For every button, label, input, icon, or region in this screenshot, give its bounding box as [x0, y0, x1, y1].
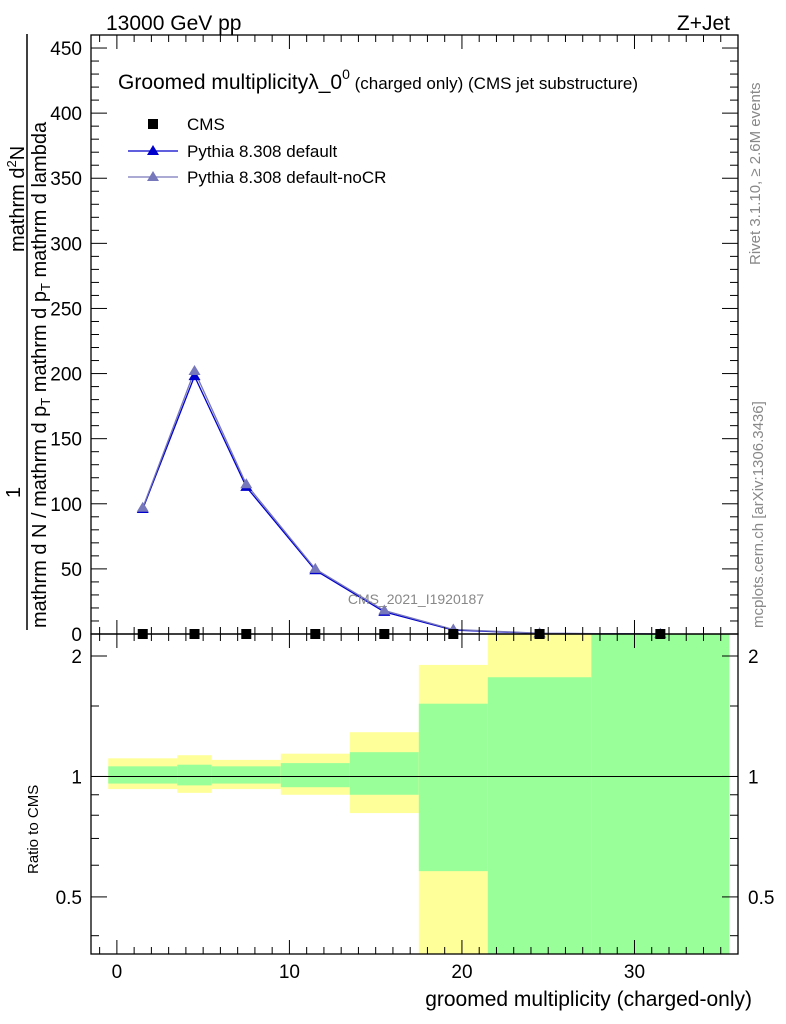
ratio-band-green: [349, 752, 419, 795]
x-tick-label: 0: [112, 962, 123, 983]
ratio-band-green: [211, 766, 281, 784]
legend-label-default: Pythia 8.308 default: [187, 142, 338, 161]
y-tick-label: 0: [71, 625, 82, 646]
y-tick-label: 100: [50, 495, 82, 516]
series-point-2: [378, 604, 391, 615]
rivet-label: Rivet 3.1.10, ≥ 2.6M events: [747, 83, 764, 266]
y-tick-label: 250: [50, 299, 82, 320]
y-axis-label-numerator: mathrm d2N: [4, 146, 29, 252]
header-left: 13000 GeV pp: [106, 12, 241, 35]
mcplots-label: mcplots.cern.ch [arXiv:1306.3436]: [750, 401, 767, 628]
series-point-2: [136, 501, 149, 512]
ratio-y-axis-label: Ratio to CMS: [25, 785, 42, 874]
y-axis-label: 1 mathrm d N / mathrm d pT mathrm d pT m…: [3, 34, 53, 630]
y-tick-label: 50: [61, 560, 82, 581]
legend-marker-default: [147, 145, 159, 155]
y-tick-label: 450: [50, 39, 82, 60]
analysis-watermark: CMS_2021_I1920187: [348, 591, 484, 607]
chart-title: Groomed multiplicityλ_00 (charged only) …: [118, 66, 638, 94]
axis-ticks: [91, 34, 738, 954]
ratio-band-green: [418, 703, 488, 872]
legend-marker-nocr: [147, 171, 159, 181]
ratio-y-tick-label-right: 2: [748, 647, 759, 668]
ratio-y-tick-label: 0.5: [56, 888, 82, 909]
x-tick-label: 20: [451, 962, 472, 983]
legend: CMS Pythia 8.308 default Pythia 8.308 de…: [128, 115, 386, 187]
y-tick-label: 350: [50, 169, 82, 190]
y-tick-label: 400: [50, 104, 82, 125]
x-axis-label: groomed multiplicity (charged-only): [425, 988, 752, 1011]
legend-label-cms: CMS: [187, 115, 225, 134]
series-point-2: [240, 478, 253, 489]
series-point-1: [188, 370, 201, 381]
ratio-y-tick-label: 2: [71, 647, 82, 668]
ratio-band-green: [177, 764, 212, 786]
series-point-2: [309, 562, 322, 573]
ratio-bands: [108, 634, 730, 954]
y-tick-label: 300: [50, 234, 82, 255]
ratio-band-green: [591, 634, 730, 954]
ratio-frame: [90, 633, 739, 955]
header-right: Z+Jet: [677, 12, 730, 35]
legend-label-nocr: Pythia 8.308 default-noCR: [187, 168, 386, 187]
ratio-band-green: [487, 677, 592, 954]
legend-marker-cms: [148, 119, 158, 129]
y-tick-label: 150: [50, 430, 82, 451]
ratio-y-tick-label: 1: [71, 767, 82, 788]
ratio-y-tick-label-right: 0.5: [748, 888, 774, 909]
x-tick-label: 30: [624, 962, 645, 983]
ratio-band-green: [280, 763, 350, 788]
series-point-2: [188, 364, 201, 375]
y-axis-label-denominator: mathrm d N / mathrm d pT mathrm d pT mat…: [29, 121, 53, 628]
x-tick-label: 10: [279, 962, 300, 983]
ratio-y-tick-label-right: 1: [748, 767, 759, 788]
y-axis-label-prefix: 1: [3, 487, 25, 498]
series-line-2: [142, 369, 661, 635]
y-tick-label: 200: [50, 365, 82, 386]
ratio-band-green: [108, 766, 178, 784]
